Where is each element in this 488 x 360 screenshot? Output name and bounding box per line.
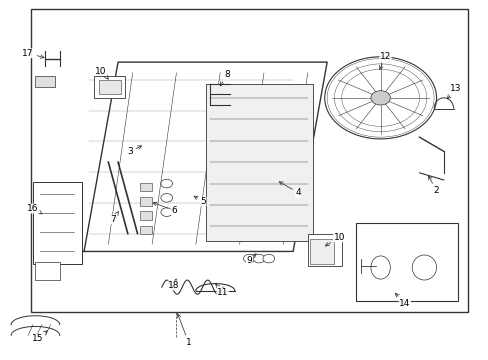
Bar — [140, 197, 152, 206]
Text: 16: 16 — [27, 204, 42, 214]
Text: 12: 12 — [379, 52, 390, 69]
Text: 3: 3 — [127, 146, 141, 156]
Bar — [99, 80, 120, 94]
Bar — [35, 262, 60, 280]
Circle shape — [263, 254, 274, 263]
Text: 6: 6 — [153, 202, 177, 215]
Bar — [140, 211, 152, 220]
Text: 9: 9 — [246, 254, 256, 265]
Text: 17: 17 — [22, 49, 44, 58]
Circle shape — [370, 91, 389, 105]
Bar — [140, 226, 152, 234]
FancyBboxPatch shape — [33, 182, 81, 264]
Bar — [30, 9, 467, 312]
Ellipse shape — [411, 255, 436, 280]
Text: 4: 4 — [279, 182, 300, 197]
Circle shape — [161, 179, 172, 188]
Text: 10: 10 — [325, 233, 345, 246]
Text: 2: 2 — [427, 176, 439, 195]
Bar — [205, 84, 312, 241]
Text: 5: 5 — [194, 196, 205, 206]
Bar — [307, 234, 341, 266]
Text: 11: 11 — [215, 284, 228, 297]
Bar — [35, 76, 55, 87]
Text: 1: 1 — [177, 314, 191, 347]
Text: 13: 13 — [447, 84, 461, 99]
Text: 18: 18 — [168, 279, 180, 290]
Bar — [140, 183, 152, 192]
Polygon shape — [84, 62, 326, 251]
Text: 8: 8 — [220, 70, 230, 86]
Bar — [94, 76, 125, 98]
Text: 7: 7 — [110, 212, 118, 224]
Text: 14: 14 — [394, 293, 410, 308]
Circle shape — [253, 254, 264, 263]
Circle shape — [161, 194, 172, 202]
Bar — [356, 223, 458, 301]
Bar — [309, 239, 334, 264]
Circle shape — [161, 208, 172, 216]
Ellipse shape — [370, 256, 389, 279]
Text: 15: 15 — [32, 330, 47, 343]
Circle shape — [324, 57, 436, 139]
Text: 10: 10 — [95, 67, 108, 79]
Circle shape — [243, 254, 255, 263]
